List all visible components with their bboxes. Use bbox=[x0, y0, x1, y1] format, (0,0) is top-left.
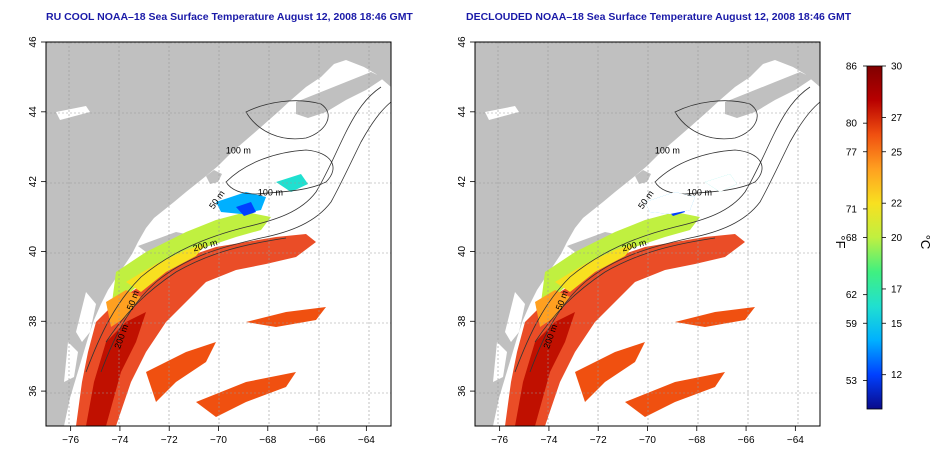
lon-tick-label: −70 bbox=[639, 435, 656, 446]
colorbar-f-tick-label: 77 bbox=[846, 147, 858, 158]
colorbar-c-tick-label: 22 bbox=[891, 199, 903, 210]
colorbar-f-tick-label: 86 bbox=[846, 62, 858, 73]
lat-tick-label: 44 bbox=[28, 106, 39, 118]
colorbar-c-tick-label: 20 bbox=[891, 233, 903, 244]
lat-tick-label: 42 bbox=[28, 176, 39, 188]
lat-tick-label: 46 bbox=[28, 36, 39, 48]
colorbar-f-tick-label: 53 bbox=[846, 376, 858, 387]
colorbar-c-tick-label: 17 bbox=[891, 284, 903, 295]
lon-tick-label: −72 bbox=[590, 435, 607, 446]
colorbar-c-label: °C bbox=[918, 235, 933, 250]
colorbar-f-label: °F bbox=[833, 235, 848, 248]
colorbar-f-tick-label: 68 bbox=[846, 233, 858, 244]
lon-tick-label: −66 bbox=[309, 435, 326, 446]
contour-label: 100 m bbox=[655, 146, 680, 156]
lon-tick-label: −74 bbox=[540, 435, 557, 446]
lon-tick-label: −76 bbox=[491, 435, 508, 446]
colorbar-scale bbox=[866, 65, 883, 410]
lat-tick-label: 42 bbox=[457, 176, 468, 188]
lon-tick-label: −64 bbox=[358, 435, 375, 446]
map-title-right: DECLOUDED NOAA–18 Sea Surface Temperatur… bbox=[466, 11, 852, 23]
lon-tick-label: −68 bbox=[688, 435, 705, 446]
colorbar-f-tick-label: 62 bbox=[846, 290, 858, 301]
colorbar: 86 80 77 71 68 62 59 53 30 27 25 22 20 17 15 12 °F °C bbox=[833, 62, 933, 410]
lat-tick-label: 36 bbox=[28, 385, 39, 397]
map-title-left: RU COOL NOAA–18 Sea Surface Temperature … bbox=[46, 11, 413, 23]
contour-label: 100 m bbox=[687, 188, 712, 198]
lat-tick-label: 36 bbox=[457, 385, 468, 397]
colorbar-c-tick-label: 25 bbox=[891, 147, 903, 158]
lat-tick-label: 38 bbox=[457, 315, 468, 327]
lon-tick-label: −76 bbox=[62, 435, 79, 446]
lat-tick-label: 44 bbox=[457, 106, 468, 118]
colorbar-c-tick-label: 30 bbox=[891, 62, 903, 73]
colorbar-c-tick-label: 12 bbox=[891, 370, 903, 381]
lon-tick-label: −70 bbox=[210, 435, 227, 446]
lat-tick-label: 40 bbox=[28, 245, 39, 257]
colorbar-c-tick-label: 27 bbox=[891, 113, 903, 124]
colorbar-f-tick-label: 59 bbox=[846, 319, 858, 330]
lon-tick-label: −68 bbox=[259, 435, 276, 446]
colorbar-f-tick-label: 80 bbox=[846, 119, 858, 130]
lat-tick-label: 38 bbox=[28, 315, 39, 327]
colorbar-f-tick-label: 71 bbox=[846, 204, 858, 215]
colorbar-c-tick-label: 15 bbox=[891, 319, 903, 330]
lon-tick-label: −66 bbox=[738, 435, 755, 446]
lat-tick-label: 46 bbox=[457, 36, 468, 48]
lat-tick-label: 40 bbox=[457, 245, 468, 257]
lon-tick-label: −72 bbox=[161, 435, 178, 446]
contour-label: 100 m bbox=[258, 188, 283, 198]
lon-tick-label: −74 bbox=[111, 435, 128, 446]
contour-label: 100 m bbox=[226, 146, 251, 156]
lon-tick-label: −64 bbox=[787, 435, 804, 446]
